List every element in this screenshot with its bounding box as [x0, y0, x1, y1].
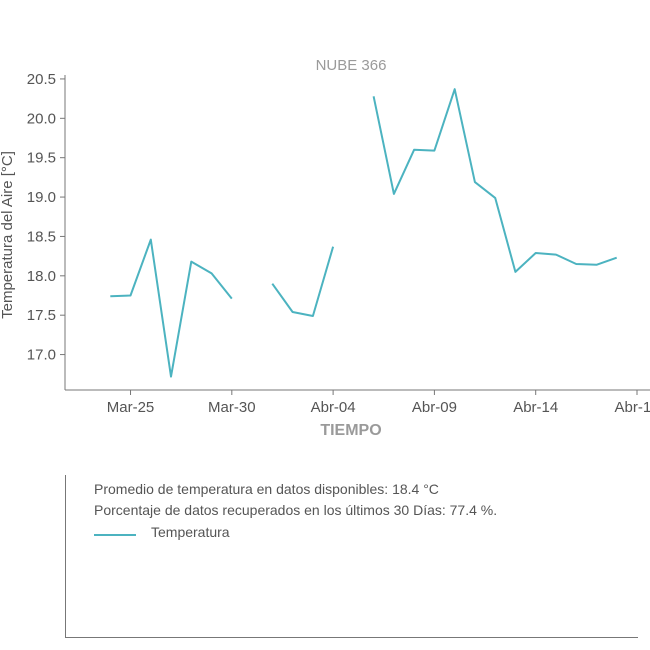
y-tick-label: 17.5 [27, 307, 56, 324]
y-tick-label: 17.0 [27, 347, 56, 364]
x-axis-label: TIEMPO [320, 422, 381, 439]
temperature-series-line [271, 246, 335, 317]
temperature-chart: NUBE 366 Temperatura del Aire [°C] TIEMP… [0, 57, 650, 439]
x-ticks: Mar-25 Mar-30 Abr-04 Abr-09 Abr-14 Abr-19 [107, 390, 650, 416]
x-tick-label: Abr-04 [311, 399, 356, 416]
x-tick-label: Abr-14 [513, 399, 558, 416]
average-temperature-text: Promedio de temperatura en datos disponi… [94, 481, 439, 497]
x-tick-label: Mar-30 [208, 399, 256, 416]
chart-title: NUBE 366 [316, 57, 387, 74]
x-tick-label: Mar-25 [107, 399, 155, 416]
y-ticks: 17.0 17.5 18.0 18.5 19.0 19.5 20.0 20.5 [27, 71, 65, 364]
recovered-data-text: Porcentaje de datos recuperados en los ú… [94, 502, 498, 518]
temperature-series-line [372, 88, 618, 273]
y-axis-label: Temperatura del Aire [°C] [0, 151, 16, 319]
temperature-series-line [110, 238, 233, 378]
x-tick-label: Abr-09 [412, 399, 457, 416]
x-tick-label: Abr-19 [614, 399, 650, 416]
legend-label: Temperatura [151, 524, 230, 540]
y-tick-label: 18.5 [27, 228, 56, 245]
series-group [110, 88, 618, 378]
y-tick-label: 20.0 [27, 110, 56, 127]
y-tick-label: 19.0 [27, 189, 56, 206]
legend-swatch [94, 534, 136, 536]
info-panel [65, 475, 638, 638]
y-tick-label: 20.5 [27, 71, 56, 88]
y-tick-label: 19.5 [27, 150, 56, 167]
y-tick-label: 18.0 [27, 268, 56, 285]
